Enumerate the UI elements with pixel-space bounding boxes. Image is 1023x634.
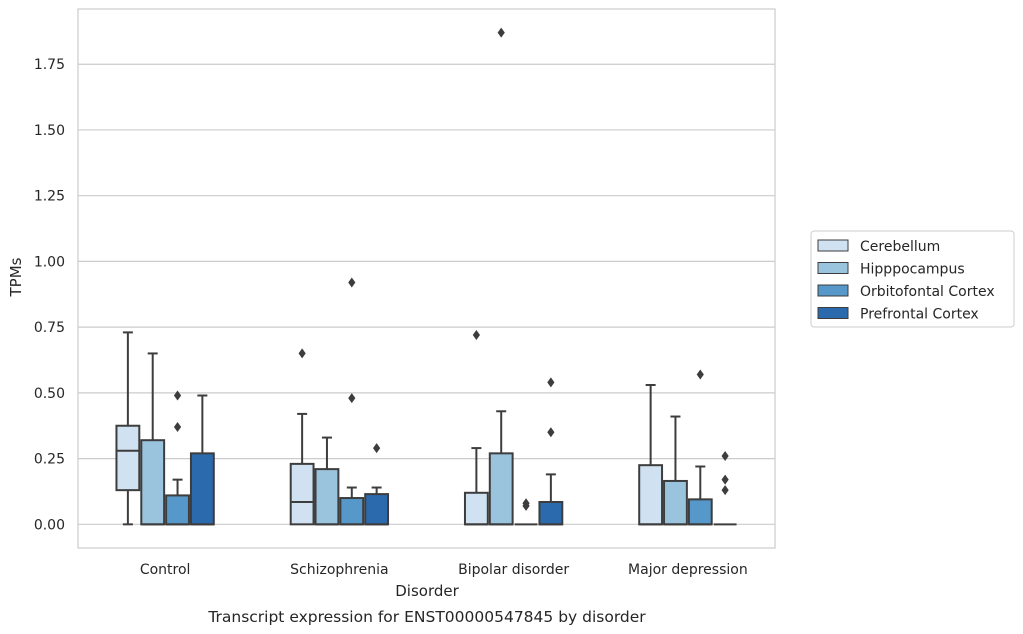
outlier-point xyxy=(373,443,381,454)
box-body xyxy=(687,498,713,526)
box-body xyxy=(663,479,688,526)
legend-swatch xyxy=(817,307,849,319)
y-tick-label: 1.75 xyxy=(34,57,65,73)
x-tick-label: Control xyxy=(140,562,191,578)
box-2-0 xyxy=(165,390,190,526)
box-1-2 xyxy=(488,27,514,526)
legend: Cerebellum Hipppocampus Orbitofontal Corte… xyxy=(810,230,1015,328)
outlier-point xyxy=(522,498,530,509)
x-axis-label: Disorder xyxy=(395,582,459,600)
outlier-point xyxy=(547,427,555,438)
outlier-point xyxy=(348,277,356,288)
box-0-2 xyxy=(463,330,489,526)
box-body xyxy=(638,464,664,526)
box-2-2 xyxy=(514,498,538,526)
outlier-point xyxy=(298,348,306,359)
legend-label: Orbitofontal Cortex xyxy=(860,284,995,300)
x-tick-label: Bipolar disorder xyxy=(458,562,569,578)
outlier-point xyxy=(696,369,704,380)
legend-label: Hipppocampus xyxy=(860,262,965,278)
plot-area xyxy=(115,27,737,526)
box-body xyxy=(463,491,489,526)
box-0-0 xyxy=(115,331,141,526)
y-tick-label: 1.00 xyxy=(34,254,65,270)
box-3-0 xyxy=(189,394,215,526)
box-body xyxy=(364,493,390,526)
y-tick-label: 0.25 xyxy=(34,452,65,468)
box-body xyxy=(538,500,564,526)
chart-caption: Transcript expression for ENST0000054784… xyxy=(207,608,646,626)
y-axis-label: TPMs xyxy=(7,257,25,297)
legend-frame xyxy=(810,230,1015,328)
outlier-point xyxy=(173,390,182,401)
box-3-2 xyxy=(538,377,564,526)
outlier-point xyxy=(497,27,505,38)
box-body xyxy=(339,497,365,526)
box-body xyxy=(115,424,141,492)
box-body xyxy=(289,462,315,526)
box-2-3 xyxy=(687,369,713,526)
box-1-3 xyxy=(663,415,688,526)
box-3-3 xyxy=(713,450,737,526)
legend-swatch xyxy=(817,239,849,252)
box-0-1 xyxy=(289,348,315,526)
box-2-1 xyxy=(339,277,365,526)
y-tick-label: 0.75 xyxy=(34,320,65,336)
legend-swatch xyxy=(817,262,849,274)
outlier-point xyxy=(472,330,480,341)
x-axis-ticks: Control Schizophrenia Bipolar disorder Majo… xyxy=(140,562,748,578)
y-tick-label: 0.50 xyxy=(34,386,65,402)
box-0-3 xyxy=(638,383,664,526)
box-body xyxy=(314,468,340,526)
y-tick-label: 1.25 xyxy=(34,189,65,205)
x-tick-label: Major depression xyxy=(628,562,748,578)
plot-frame xyxy=(77,8,776,549)
box-1-1 xyxy=(314,436,340,526)
outlier-point xyxy=(721,450,729,461)
box-1-0 xyxy=(140,352,166,526)
legend-label: Cerebellum xyxy=(860,239,940,255)
y-tick-label: 1.50 xyxy=(34,123,65,139)
outlier-point xyxy=(348,393,356,404)
outlier-point xyxy=(547,377,555,388)
outlier-point xyxy=(721,485,729,496)
outlier-point xyxy=(721,474,729,485)
box-3-1 xyxy=(364,443,390,526)
outlier-point xyxy=(173,422,182,433)
legend-swatch xyxy=(817,284,849,297)
x-tick-label: Schizophrenia xyxy=(290,562,388,578)
box-body xyxy=(165,494,190,526)
box-body xyxy=(189,452,215,526)
box-body xyxy=(140,439,166,526)
legend-label: Prefrontal Cortex xyxy=(860,307,979,323)
y-tick-label: 0.00 xyxy=(34,517,65,533)
box-body xyxy=(488,452,514,526)
y-axis-ticks: 0.00 0.25 0.50 0.75 1.00 1.25 1.50 1.75 xyxy=(34,57,65,533)
